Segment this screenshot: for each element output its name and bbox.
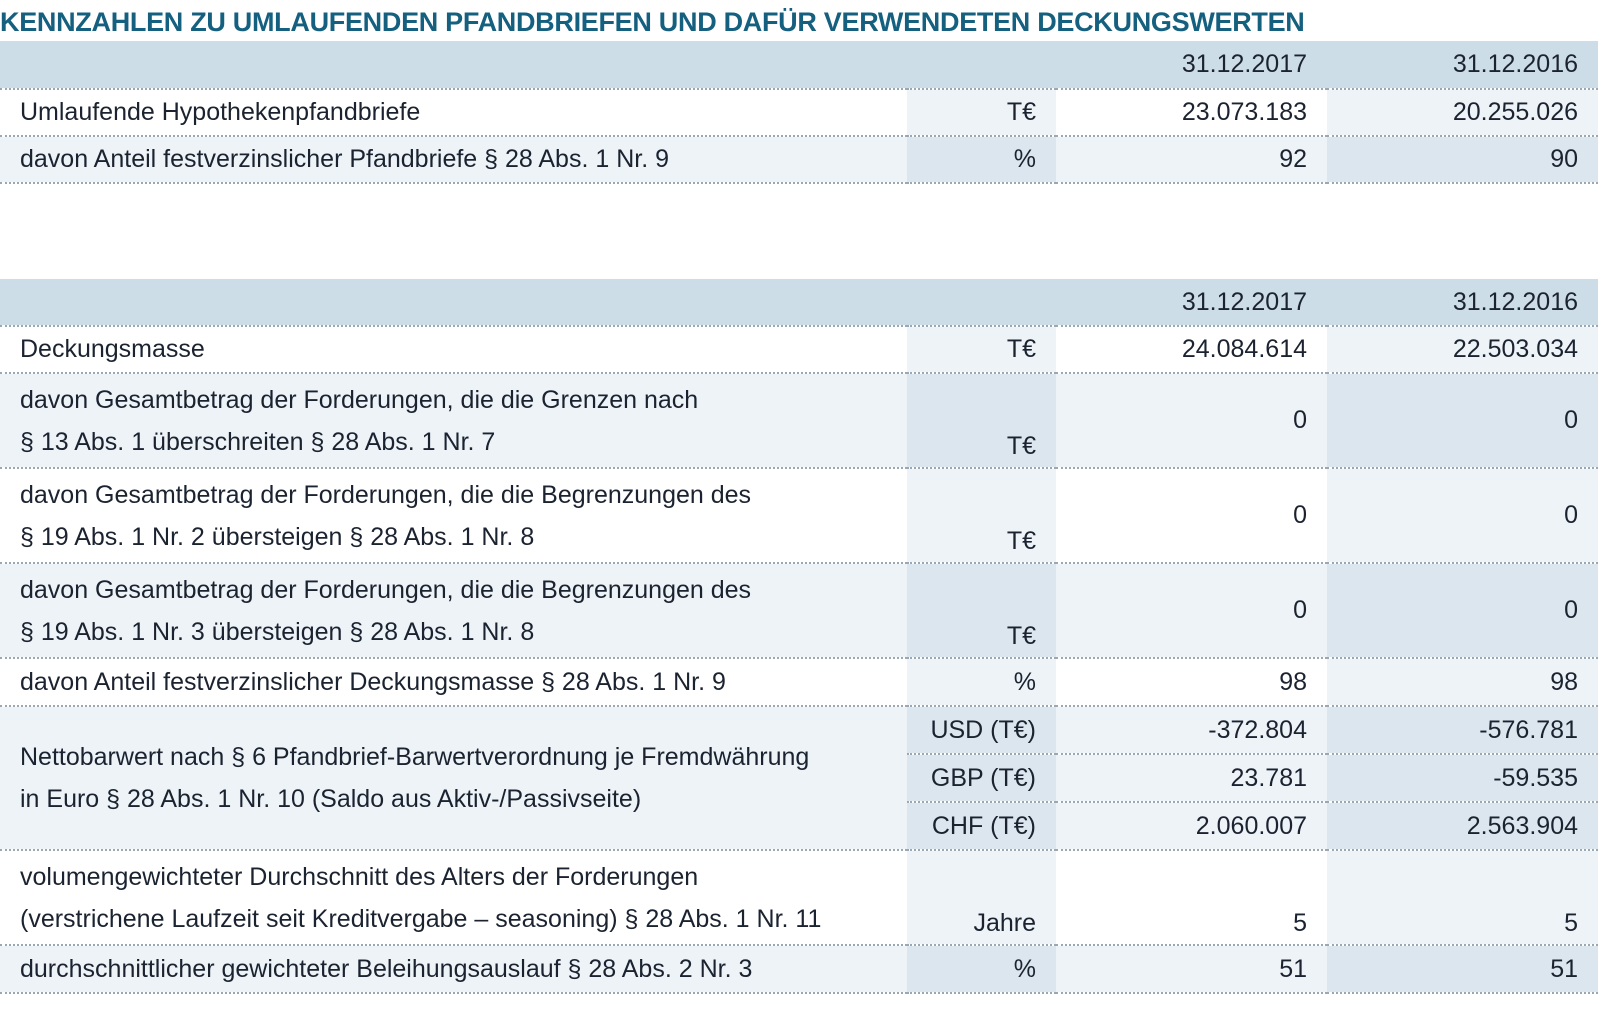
row-label: davon Gesamtbetrag der Forderungen, die …: [0, 373, 907, 469]
row-value-2017: 2.060.007: [1056, 802, 1327, 851]
row-label-line: (verstrichene Laufzeit seit Kreditvergab…: [20, 904, 822, 933]
nettobarwert-row-chf: CHF (T€) 2.060.007 2.563.904: [0, 802, 1598, 851]
row-value-2016: 90: [1327, 136, 1598, 184]
table-row: durchschnittlicher gewichteter Beleihung…: [0, 945, 1598, 994]
table-row: Deckungsmasse T€ 24.084.614 22.503.034: [0, 326, 1598, 374]
row-label: durchschnittlicher gewichteter Beleihung…: [0, 945, 907, 994]
row-label-line: Nettobarwert nach § 6 Pfandbrief-Barwert…: [20, 743, 810, 771]
row-unit: CHF (T€): [907, 802, 1056, 851]
row-label: Deckungsmasse: [0, 326, 907, 374]
row-label: davon Anteil festverzinslicher Pfandbrie…: [0, 136, 907, 184]
row-label-line: davon Gesamtbetrag der Forderungen, die …: [20, 480, 752, 509]
row-value-2016: -59.535: [1327, 754, 1598, 803]
row-unit: %: [907, 658, 1056, 707]
pfandbrief-table: 31.12.2017 31.12.2016 Umlaufende Hypothe…: [0, 41, 1598, 184]
row-value-2017: 98: [1056, 658, 1327, 707]
table-header-row: 31.12.2017 31.12.2016: [0, 41, 1598, 90]
row-value-2017: 51: [1056, 945, 1327, 994]
table-header-row: 31.12.2017 31.12.2016: [0, 279, 1598, 327]
row-label-line: in Euro § 28 Abs. 1 Nr. 10 (Saldo aus Ak…: [20, 785, 642, 813]
table-row: volumengewichteter Durchschnitt des Alte…: [0, 850, 1598, 946]
deckungswerte-table: 31.12.2017 31.12.2016 Deckungsmasse T€ 2…: [0, 279, 1598, 994]
row-label-line: volumengewichteter Durchschnitt des Alte…: [20, 862, 699, 891]
row-unit: T€: [907, 468, 1056, 564]
row-value-2017: 0: [1056, 563, 1327, 659]
row-value-2016: 51: [1327, 945, 1598, 994]
header-2017: 31.12.2017: [1056, 279, 1327, 327]
row-label: davon Gesamtbetrag der Forderungen, die …: [0, 468, 907, 564]
header-2016: 31.12.2016: [1327, 41, 1598, 90]
nettobarwert-row-gbp: GBP (T€) 23.781 -59.535: [0, 754, 1598, 803]
row-label-line: § 19 Abs. 1 Nr. 3 übersteigen § 28 Abs. …: [20, 617, 535, 646]
row-value-2016: 2.563.904: [1327, 802, 1598, 851]
row-value-2017: -372.804: [1056, 706, 1327, 755]
row-label-line: davon Gesamtbetrag der Forderungen, die …: [20, 575, 752, 604]
row-value-2016: 0: [1327, 468, 1598, 564]
row-value-2017: 0: [1056, 373, 1327, 469]
row-value-2017: 23.781: [1056, 754, 1327, 803]
row-value-2016: 22.503.034: [1327, 326, 1598, 374]
row-value-2017: 5: [1056, 850, 1327, 946]
row-value-2016: 98: [1327, 658, 1598, 707]
row-label-line: § 13 Abs. 1 überschreiten § 28 Abs. 1 Nr…: [20, 427, 496, 456]
header-2017: 31.12.2017: [1056, 41, 1327, 90]
table-row: davon Gesamtbetrag der Forderungen, die …: [0, 373, 1598, 469]
row-value-2017: 23.073.183: [1056, 89, 1327, 137]
row-value-2017: 92: [1056, 136, 1327, 184]
row-value-2016: 0: [1327, 563, 1598, 659]
table-row: Umlaufende Hypothekenpfandbriefe T€ 23.0…: [0, 89, 1598, 137]
page-title: KENNZAHLEN ZU UMLAUFENDEN PFANDBRIEFEN U…: [0, 7, 1305, 37]
nettobarwert-label: Nettobarwert nach § 6 Pfandbrief-Barwert…: [0, 706, 907, 851]
row-unit: T€: [907, 563, 1056, 659]
row-unit: Jahre: [907, 850, 1056, 946]
table-row: davon Anteil festverzinslicher Pfandbrie…: [0, 136, 1598, 184]
nettobarwert-row-usd: Nettobarwert nach § 6 Pfandbrief-Barwert…: [0, 706, 1598, 851]
row-label: volumengewichteter Durchschnitt des Alte…: [0, 850, 907, 946]
row-value-2017: 24.084.614: [1056, 326, 1327, 374]
row-value-2016: -576.781: [1327, 706, 1598, 755]
header-2016: 31.12.2016: [1327, 279, 1598, 327]
table-row: davon Gesamtbetrag der Forderungen, die …: [0, 468, 1598, 564]
row-value-2016: 5: [1327, 850, 1598, 946]
row-value-2016: 0: [1327, 373, 1598, 469]
row-label: Umlaufende Hypothekenpfandbriefe: [0, 89, 907, 137]
row-unit: USD (T€): [907, 706, 1056, 755]
row-label: davon Anteil festverzinslicher Deckungsm…: [0, 658, 907, 707]
row-unit: %: [907, 945, 1056, 994]
row-unit: T€: [907, 326, 1056, 374]
table-row: davon Gesamtbetrag der Forderungen, die …: [0, 563, 1598, 659]
row-unit: %: [907, 136, 1056, 184]
row-unit: GBP (T€): [907, 754, 1056, 803]
row-unit: T€: [907, 89, 1056, 137]
table-row: davon Anteil festverzinslicher Deckungsm…: [0, 658, 1598, 707]
row-unit: T€: [907, 373, 1056, 469]
row-value-2017: 0: [1056, 468, 1327, 564]
row-label-line: davon Gesamtbetrag der Forderungen, die …: [20, 385, 699, 414]
row-label: davon Gesamtbetrag der Forderungen, die …: [0, 563, 907, 659]
row-value-2016: 20.255.026: [1327, 89, 1598, 137]
row-label-line: § 19 Abs. 1 Nr. 2 übersteigen § 28 Abs. …: [20, 522, 535, 551]
